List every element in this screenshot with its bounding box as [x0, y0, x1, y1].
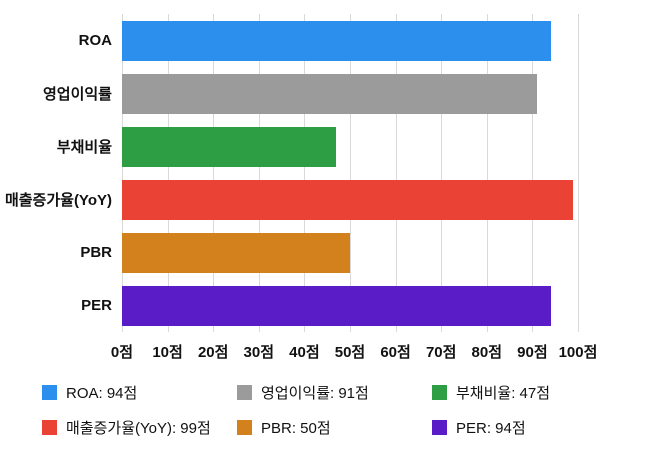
x-tick-label-5: 50점	[334, 344, 366, 361]
legend-swatch	[432, 385, 447, 400]
gridline	[578, 14, 579, 332]
legend-label: ROA: 94점	[66, 385, 138, 402]
bar-slot	[122, 173, 578, 226]
legend-swatch	[42, 420, 57, 435]
legend-label: PER: 94점	[456, 420, 526, 437]
x-tick-label-10: 100점	[558, 344, 598, 361]
legend-item-1[interactable]: 영업이익률: 91점	[237, 382, 432, 403]
bar-slot	[122, 226, 578, 279]
gridline	[122, 14, 123, 332]
legend-label: 매출증가율(YoY): 99점	[66, 420, 211, 437]
legend-label: 영업이익률: 91점	[261, 385, 369, 402]
x-axis-spacer	[2, 332, 122, 366]
gridline	[486, 14, 488, 332]
x-tick-label-9: 90점	[517, 344, 548, 361]
x-tick-label-4: 40점	[289, 344, 320, 361]
bar-series	[122, 14, 578, 332]
category-label-5: PER	[81, 297, 112, 314]
x-tick-label-2: 20점	[197, 344, 229, 361]
bar-slot	[122, 120, 578, 173]
legend-item-0[interactable]: ROA: 94점	[42, 382, 237, 403]
category-label-4: PBR	[80, 244, 112, 261]
x-tick-area: 0점 10점 20점 30점 40점 50점 60점 70점 80점 90점 100점	[111, 332, 597, 366]
bar-5[interactable]	[122, 285, 551, 326]
x-tick-label-1: 10점	[152, 344, 183, 361]
legend-item-4[interactable]: PBR: 50점	[237, 417, 432, 438]
gridline	[258, 14, 260, 332]
legend-swatch	[42, 385, 57, 400]
x-tick-label-3: 30점	[243, 344, 275, 361]
x-tick-label-6: 60점	[380, 344, 411, 361]
category-label-1: 영업이익률	[42, 86, 112, 103]
x-tick-label-8: 80점	[471, 344, 503, 361]
bar-3[interactable]	[122, 179, 574, 220]
legend-item-3[interactable]: 매출증가율(YoY): 99점	[42, 417, 237, 438]
bar-slot	[122, 279, 578, 332]
legend-item-2[interactable]: 부채비율: 47점	[432, 382, 632, 403]
legend-item-5[interactable]: PER: 94점	[432, 417, 632, 438]
x-tick-label-0: 0점	[110, 344, 134, 361]
gridlines	[122, 14, 579, 332]
bar-2[interactable]	[122, 126, 337, 167]
gridline	[395, 14, 397, 332]
plot-area	[122, 14, 579, 332]
gridline	[213, 14, 215, 332]
category-label-0: ROA	[78, 32, 112, 49]
bar-slot	[122, 14, 578, 67]
legend-label: 부채비율: 47점	[456, 385, 551, 402]
gridline	[350, 14, 351, 332]
x-axis: 0점 10점 20점 30점 40점 50점 60점 70점 80점 90점 100점	[2, 332, 597, 366]
gridline	[304, 14, 306, 332]
bar-slot	[122, 67, 578, 120]
bar-4[interactable]	[122, 232, 350, 273]
gridline	[167, 14, 169, 332]
category-label-3: 매출증가율(YoY)	[4, 192, 112, 209]
bar-1[interactable]	[122, 73, 537, 114]
legend-swatch	[237, 420, 252, 435]
category-label-2: 부채비율	[56, 139, 112, 156]
gridline	[532, 14, 534, 332]
legend-swatch	[432, 420, 447, 435]
bar-0[interactable]	[122, 20, 551, 61]
legend-label: PBR: 50점	[261, 420, 331, 437]
legend-swatch	[237, 385, 252, 400]
gridline	[441, 14, 443, 332]
x-tick-label-7: 70점	[425, 344, 457, 361]
